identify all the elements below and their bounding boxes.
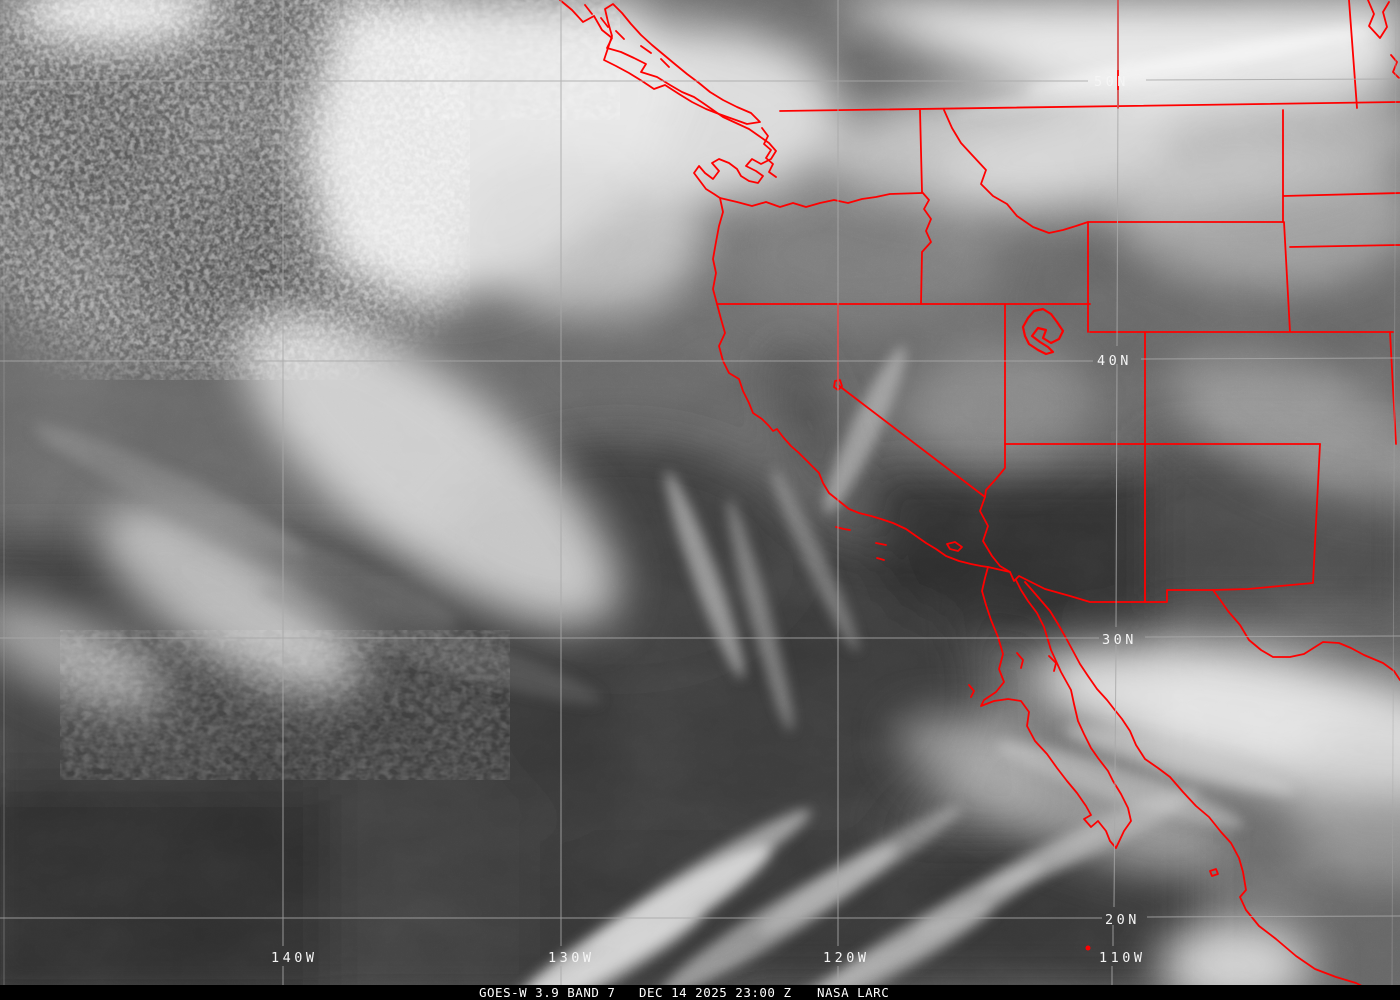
new-mexico-texas-border xyxy=(1212,443,1321,591)
caption-product: GOES-W 3.9 BAND 7 xyxy=(479,985,616,1000)
caption-bar: GOES-W 3.9 BAND 7 DEC 14 2025 23:00 Z NA… xyxy=(0,985,1400,1000)
label-30n: 30N xyxy=(1102,632,1137,648)
gridline-30n xyxy=(0,635,1400,639)
puget-sound xyxy=(761,127,777,178)
caption-timestamp: DEC 14 2025 23:00 Z xyxy=(639,985,792,1000)
montana-east-dakota-borders xyxy=(1282,109,1400,248)
gridline-40n xyxy=(0,357,1400,362)
caption-credit: NASA LARC xyxy=(817,985,890,1000)
nevada-utah-arizona-114w xyxy=(979,303,1011,573)
vancouver-island xyxy=(603,3,761,125)
us-mexico-border xyxy=(987,566,1214,603)
map-borders-overlay xyxy=(559,0,1400,986)
channel-islands xyxy=(835,526,887,561)
islas-marias xyxy=(1209,868,1219,877)
label-130w: 130W xyxy=(548,950,595,966)
idaho-montana-border xyxy=(943,109,1089,234)
sonora-sinaloa-coast xyxy=(1024,581,1363,986)
lake-tahoe xyxy=(833,379,843,391)
baja-pacific-coast xyxy=(980,566,1117,849)
label-50n: 50N xyxy=(1094,74,1129,90)
label-120w: 120W xyxy=(823,950,870,966)
washington-idaho-border xyxy=(919,109,923,193)
gridline-20n xyxy=(0,915,1400,919)
gridline-110w xyxy=(1111,0,1119,986)
idaho-oregon-snake-river xyxy=(920,191,932,305)
bc-fjords xyxy=(584,4,670,68)
manitoba-lakes xyxy=(1367,0,1400,79)
island-dot xyxy=(1085,945,1091,951)
columbia-river-border xyxy=(719,192,923,208)
saskatchewan-manitoba-border xyxy=(1348,0,1358,109)
label-140w: 140W xyxy=(271,950,318,966)
wyoming-borders xyxy=(1087,221,1394,333)
colorado-kansas-border xyxy=(1389,331,1397,445)
great-salt-lake xyxy=(1021,307,1065,356)
gridline-100w xyxy=(1391,0,1397,986)
grid-labels: 50N 40N 30N 20N 140W 130W 120W 110W xyxy=(271,74,1146,966)
label-20n: 20N xyxy=(1105,912,1140,928)
label-40n: 40N xyxy=(1097,353,1132,369)
pacific-coastline xyxy=(559,0,989,568)
rio-grande-border xyxy=(1212,589,1400,681)
gulf-islands xyxy=(968,652,1057,698)
gridline-50n xyxy=(0,78,1400,82)
label-110w: 110W xyxy=(1099,950,1146,966)
canada-us-border xyxy=(779,101,1400,112)
salton-sea xyxy=(946,541,963,552)
baja-gulf-coast xyxy=(1015,579,1132,849)
